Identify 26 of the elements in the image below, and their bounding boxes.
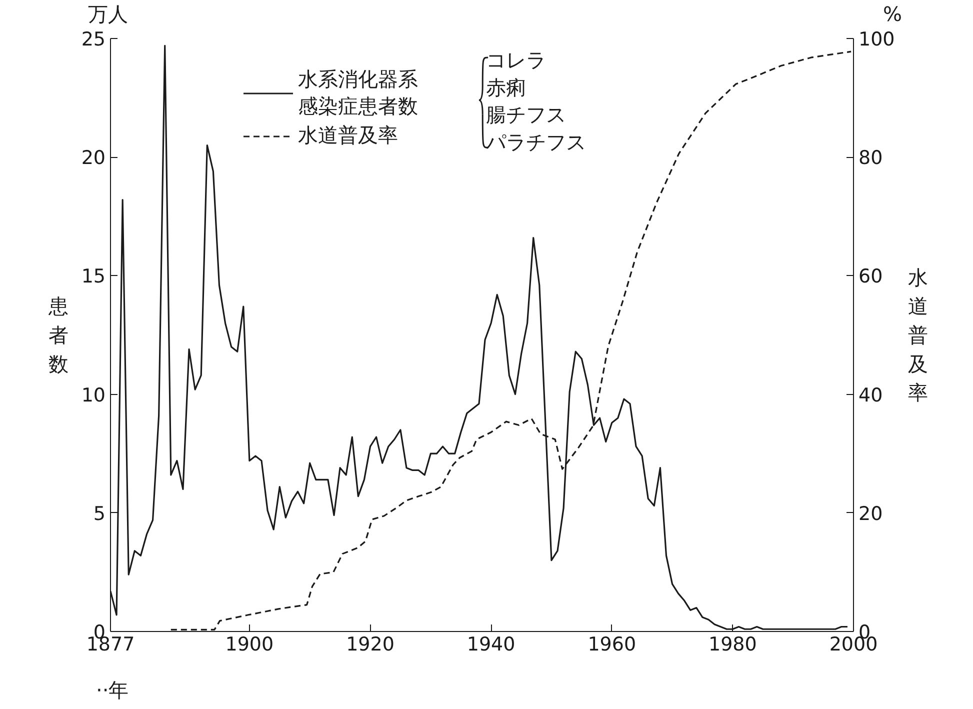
annotation: パラチフス bbox=[485, 130, 586, 154]
x-tick-label: 1960 bbox=[588, 634, 636, 656]
y2-tick-label: 80 bbox=[858, 147, 883, 170]
y2-tick-label: 20 bbox=[858, 502, 883, 525]
text: 万人 bbox=[88, 1, 128, 28]
annotation: 赤痢 bbox=[486, 75, 526, 100]
x-tick-label: 1980 bbox=[708, 634, 757, 656]
x-axis-title: ··年 bbox=[96, 677, 129, 704]
y-tick-label: 20 bbox=[81, 147, 106, 170]
y2-tick-label: 40 bbox=[858, 384, 883, 406]
legend-label: 水系消化器系感染症患者数 bbox=[298, 66, 418, 120]
y-tick-label: 25 bbox=[81, 28, 106, 50]
annotation: コレラ bbox=[486, 48, 546, 72]
y-tick-label: 5 bbox=[93, 502, 106, 525]
x-tick-label: 1920 bbox=[346, 634, 394, 656]
y2-tick-label: 60 bbox=[858, 266, 883, 288]
annotation: 腸チフス bbox=[486, 102, 566, 127]
x-tick-label: 1940 bbox=[466, 634, 516, 656]
y-axis-title: 患者数 bbox=[47, 294, 68, 376]
text: % bbox=[883, 1, 902, 28]
y-tick-label: 10 bbox=[81, 384, 106, 406]
legend-label: 水道普及率 bbox=[298, 122, 398, 149]
y2-tick-label: 100 bbox=[858, 28, 895, 50]
y-tick-label: 15 bbox=[81, 266, 106, 288]
x-tick-label: 1900 bbox=[225, 634, 274, 656]
y2-axis-title: 水道普及率 bbox=[908, 265, 928, 405]
